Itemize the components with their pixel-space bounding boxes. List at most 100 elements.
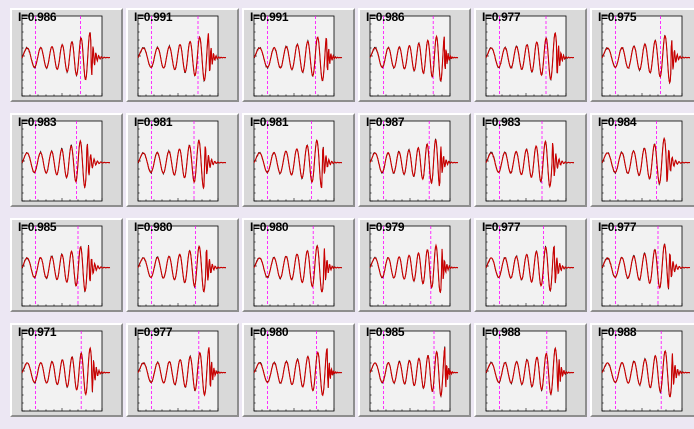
waveform-panel: I=0.985 [358, 323, 471, 417]
waveform-fit-series [137, 245, 227, 293]
waveform-fit-series [253, 348, 343, 397]
panel-label: I=0.985 [18, 220, 57, 234]
waveform-panel: I=0.977 [590, 218, 694, 312]
panel-plot [137, 225, 227, 307]
panel-plot [369, 15, 459, 97]
waveform-panel: I=0.983 [10, 113, 123, 207]
panel-plot [137, 330, 227, 412]
plot-frame [485, 225, 567, 307]
waveform-panel: I=0.981 [126, 113, 239, 207]
waveform-fit-series [253, 139, 343, 189]
panel-plot [485, 120, 575, 202]
waveform-fit-series [369, 139, 459, 187]
panel-plot [369, 330, 459, 412]
panel-plot [485, 225, 575, 307]
waveform-fit-series [601, 35, 691, 84]
panel-label: I=0.984 [598, 115, 637, 129]
panel-label: I=0.988 [482, 325, 521, 339]
panel-label: I=0.991 [134, 10, 173, 24]
plot-frame [485, 330, 567, 412]
waveform-fit-series [137, 347, 227, 397]
waveform-panel: I=0.985 [10, 218, 123, 312]
panel-label: I=0.971 [18, 325, 57, 339]
panel-label: I=0.991 [250, 10, 289, 24]
plot-frame [21, 330, 103, 412]
waveform-panel: I=0.986 [358, 8, 471, 102]
waveform-fit-series [369, 347, 459, 398]
panel-label: I=0.983 [482, 115, 521, 129]
waveform-panel: I=0.975 [590, 8, 694, 102]
panel-plot [253, 15, 343, 97]
panel-label: I=0.981 [134, 115, 173, 129]
panel-plot [137, 15, 227, 97]
panel-plot [253, 120, 343, 202]
plot-frame [485, 15, 567, 97]
waveform-panel: I=0.971 [10, 323, 123, 417]
waveform-panel: I=0.983 [474, 113, 587, 207]
waveform-panel: I=0.991 [242, 8, 355, 102]
panel-label: I=0.981 [250, 115, 289, 129]
panel-plot [601, 15, 691, 97]
waveform-panel: I=0.980 [242, 218, 355, 312]
panel-plot [21, 330, 111, 412]
waveform-fit-series [601, 136, 691, 185]
waveform-panel: I=0.977 [474, 218, 587, 312]
waveform-panel: I=0.984 [590, 113, 694, 207]
waveform-panel: I=0.979 [358, 218, 471, 312]
panel-plot [485, 15, 575, 97]
panel-label: I=0.985 [366, 325, 405, 339]
waveform-fit-series [21, 139, 111, 189]
panel-label: I=0.977 [134, 325, 173, 339]
plot-frame [253, 330, 335, 412]
panel-label: I=0.977 [482, 10, 521, 24]
panel-label: I=0.988 [598, 325, 637, 339]
panel-plot [485, 330, 575, 412]
plot-frame [21, 15, 103, 97]
waveform-fit-series [137, 139, 226, 190]
waveform-fit-series [21, 32, 111, 81]
waveform-fit-series [21, 245, 111, 292]
panel-label: I=0.977 [482, 220, 521, 234]
waveform-fit-series [601, 349, 691, 398]
waveform-fit-series [253, 244, 343, 293]
waveform-panel: I=0.980 [242, 323, 355, 417]
waveform-fit-series [369, 34, 459, 82]
panel-label: I=0.986 [366, 10, 405, 24]
panel-plot [601, 330, 691, 412]
panel-label: I=0.979 [366, 220, 405, 234]
panel-plot [21, 120, 111, 202]
waveform-fit-series [21, 346, 111, 397]
waveform-panel: I=0.981 [242, 113, 355, 207]
waveform-fit-series [253, 36, 343, 82]
panel-label: I=0.980 [134, 220, 173, 234]
waveform-fit-series [369, 243, 459, 294]
plot-frame [253, 15, 335, 97]
panel-label: I=0.983 [18, 115, 57, 129]
panel-plot [253, 330, 343, 412]
waveform-panel: I=0.988 [474, 323, 587, 417]
plot-frame [369, 330, 451, 412]
panel-plot [253, 225, 343, 307]
waveform-fit-series [137, 33, 227, 82]
panel-label: I=0.980 [250, 325, 289, 339]
waveform-panel: I=0.980 [126, 218, 239, 312]
waveform-panel: I=0.977 [126, 323, 239, 417]
waveform-fit-series [485, 245, 575, 292]
panel-plot [601, 225, 691, 307]
panel-plot [369, 225, 459, 307]
panel-plot [21, 225, 111, 307]
panel-label: I=0.987 [366, 115, 405, 129]
waveform-fit-series [485, 346, 575, 396]
waveform-panel: I=0.991 [126, 8, 239, 102]
waveform-panel: I=0.987 [358, 113, 471, 207]
waveform-panel: I=0.988 [590, 323, 694, 417]
waveform-fit-series [601, 243, 691, 290]
panel-plot [601, 120, 691, 202]
panel-plot [21, 15, 111, 97]
waveform-fit-series [485, 139, 575, 189]
waveform-panel: I=0.986 [10, 8, 123, 102]
plot-frame [21, 225, 103, 307]
panel-plot [137, 120, 227, 202]
waveform-fit-series [485, 31, 575, 81]
